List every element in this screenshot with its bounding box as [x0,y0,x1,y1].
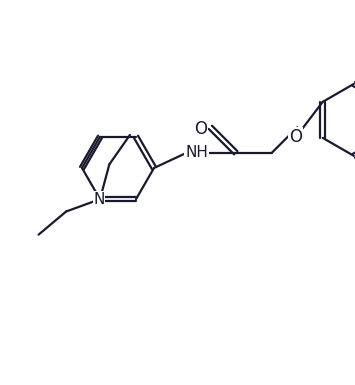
Text: N: N [93,192,105,207]
Text: O: O [194,121,207,138]
Text: O: O [289,128,302,146]
Text: NH: NH [185,145,208,160]
